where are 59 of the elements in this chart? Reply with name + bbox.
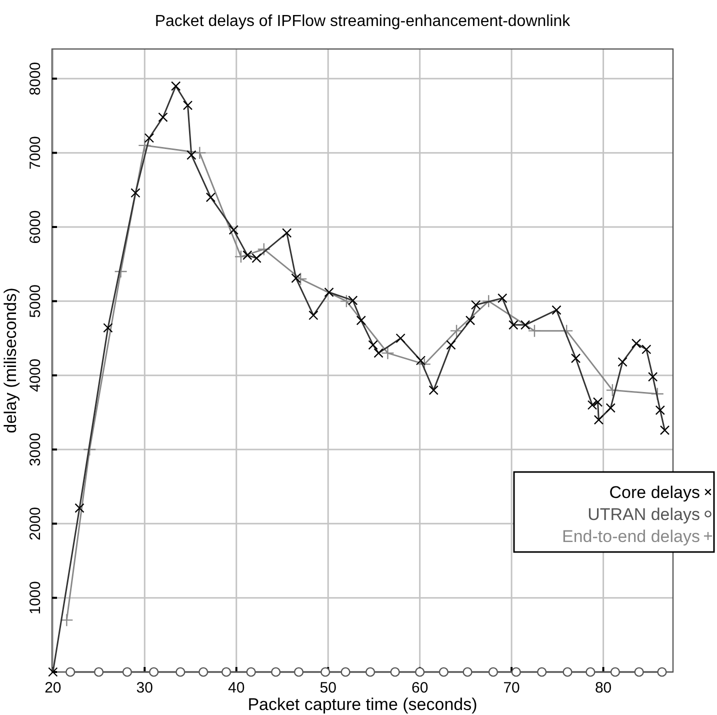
point <box>60 613 74 627</box>
y-tick-label: 3000 <box>27 432 44 466</box>
point <box>415 667 425 677</box>
point <box>94 667 104 677</box>
x-tick-label: 60 <box>411 680 428 697</box>
point <box>234 250 248 264</box>
point <box>246 667 256 677</box>
point <box>488 667 498 677</box>
y-tick-label: 6000 <box>27 210 44 244</box>
x-tick-label: 30 <box>136 680 153 697</box>
x-tick-label: 20 <box>44 680 62 697</box>
point <box>193 146 206 160</box>
point <box>634 667 644 677</box>
point <box>586 667 596 677</box>
point <box>438 667 448 677</box>
point <box>198 667 208 677</box>
point <box>562 667 572 677</box>
chart-title: Packet delays of IPFlow streaming-enhancement-downlink <box>154 13 572 30</box>
point <box>657 667 667 677</box>
point <box>271 667 281 677</box>
legend-label: End-to-end delays <box>562 527 700 546</box>
x-axis-title: Packet capture time (seconds) <box>248 695 478 714</box>
point <box>381 346 394 360</box>
point <box>149 667 159 677</box>
point <box>340 294 354 308</box>
point <box>66 667 76 677</box>
point <box>528 324 542 338</box>
y-tick-label: 2000 <box>27 506 44 540</box>
point <box>257 242 270 256</box>
point <box>450 324 464 338</box>
legend-label: Core delays <box>609 483 700 502</box>
point <box>294 667 304 677</box>
point <box>462 667 472 677</box>
point <box>560 324 574 338</box>
x-tick-label: 80 <box>594 680 612 697</box>
legend-label: UTRAN delays <box>588 505 700 524</box>
point <box>482 294 496 308</box>
point <box>390 667 400 677</box>
point <box>122 667 132 677</box>
point <box>365 667 376 677</box>
point <box>340 667 350 677</box>
x-tick-label: 50 <box>320 680 336 697</box>
point <box>537 667 547 677</box>
point <box>176 667 186 677</box>
point <box>610 667 620 677</box>
point <box>221 667 232 677</box>
y-tick-label: 8000 <box>27 62 44 96</box>
y-axis-title: delay (miliseconds) <box>1 288 20 434</box>
point <box>320 667 330 677</box>
x-tick-label: 40 <box>228 680 245 697</box>
point <box>138 138 152 152</box>
point <box>511 667 521 677</box>
y-tick-label: 4000 <box>27 358 44 392</box>
x-tick-label: 70 <box>503 680 520 697</box>
y-tick-label: 5000 <box>27 284 44 318</box>
point <box>418 358 432 371</box>
point <box>606 384 620 397</box>
y-tick-label: 1000 <box>27 581 44 615</box>
y-tick-label: 7000 <box>27 136 44 170</box>
